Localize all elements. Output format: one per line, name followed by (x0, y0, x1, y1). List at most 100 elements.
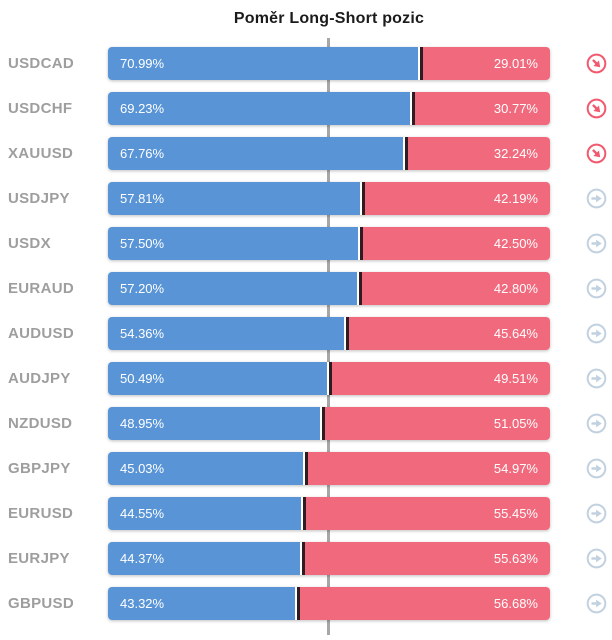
ratio-bar: 43.32% 56.68% (108, 587, 550, 620)
long-bar-segment: 48.95% (108, 407, 325, 440)
short-pct-label: 32.24% (493, 146, 538, 161)
trend-right-icon (586, 503, 607, 524)
long-pct-label: 57.81% (120, 191, 165, 206)
short-pct-label: 49.51% (493, 371, 538, 386)
long-bar-segment: 67.76% (108, 137, 408, 170)
short-bar-segment: 55.63% (304, 542, 550, 575)
short-pct-label: 51.05% (493, 416, 538, 431)
bar-divider-marker (417, 47, 423, 80)
short-pct-label: 42.19% (493, 191, 538, 206)
bar-divider-marker (359, 182, 365, 215)
long-bar-segment: 45.03% (108, 452, 308, 485)
long-bar-segment: 69.23% (108, 92, 414, 125)
symbol-label: AUDUSD (8, 325, 74, 342)
chart-title: Poměr Long-Short pozic (233, 10, 425, 27)
sentiment-row: EURUSD 44.55% 55.45% (0, 497, 612, 530)
symbol-label: XAUUSD (8, 145, 74, 162)
short-bar-segment: 42.19% (363, 182, 550, 215)
trend-down-right-icon (586, 98, 607, 119)
ratio-bar: 67.76% 32.24% (108, 137, 550, 170)
long-pct-label: 50.49% (120, 371, 165, 386)
symbol-label: EURJPY (8, 550, 70, 567)
short-pct-label: 42.80% (493, 281, 538, 296)
symbol-label: USDCAD (8, 55, 74, 72)
long-bar-segment: 57.20% (108, 272, 361, 305)
short-bar-segment: 54.97% (307, 452, 550, 485)
long-pct-label: 43.32% (120, 596, 165, 611)
short-bar-segment: 49.51% (331, 362, 550, 395)
symbol-label: NZDUSD (8, 415, 73, 432)
ratio-bar: 48.95% 51.05% (108, 407, 550, 440)
ratio-bar: 69.23% 30.77% (108, 92, 550, 125)
trend-indicator (586, 98, 607, 119)
symbol-label: AUDJPY (8, 370, 71, 387)
ratio-bar: 44.55% 55.45% (108, 497, 550, 530)
long-pct-label: 69.23% (120, 101, 165, 116)
long-bar-segment: 43.32% (108, 587, 300, 620)
ratio-bar: 50.49% 49.51% (108, 362, 550, 395)
short-pct-label: 29.01% (493, 56, 538, 71)
long-pct-label: 45.03% (120, 461, 165, 476)
short-bar-segment: 55.45% (304, 497, 550, 530)
long-pct-label: 54.36% (120, 326, 165, 341)
trend-indicator (586, 323, 607, 344)
sentiment-row: XAUUSD 67.76% 32.24% (0, 137, 612, 170)
trend-indicator (586, 368, 607, 389)
short-bar-segment: 30.77% (413, 92, 550, 125)
sentiment-row: USDX 57.50% 42.50% (0, 227, 612, 260)
sentiment-row: NZDUSD 48.95% 51.05% (0, 407, 612, 440)
ratio-bar: 54.36% 45.64% (108, 317, 550, 350)
bar-divider-marker (303, 452, 309, 485)
sentiment-row: AUDUSD 54.36% 45.64% (0, 317, 612, 350)
sentiment-row: USDJPY 57.81% 42.19% (0, 182, 612, 215)
trend-right-icon (586, 233, 607, 254)
ratio-bar: 57.50% 42.50% (108, 227, 550, 260)
trend-right-icon (586, 278, 607, 299)
bar-divider-marker (403, 137, 409, 170)
short-pct-label: 55.45% (493, 506, 538, 521)
trend-indicator (586, 53, 607, 74)
symbol-label: EURAUD (8, 280, 74, 297)
short-bar-segment: 45.64% (348, 317, 550, 350)
sentiment-row: GBPUSD 43.32% 56.68% (0, 587, 612, 620)
trend-down-right-icon (586, 143, 607, 164)
short-bar-segment: 29.01% (421, 47, 550, 80)
symbol-label: EURUSD (8, 505, 74, 522)
long-pct-label: 44.55% (120, 506, 165, 521)
long-pct-label: 70.99% (120, 56, 165, 71)
short-bar-segment: 32.24% (407, 137, 550, 170)
long-pct-label: 67.76% (120, 146, 165, 161)
symbol-label: USDCHF (8, 100, 73, 117)
sentiment-row: USDCAD 70.99% 29.01% (0, 47, 612, 80)
trend-indicator (586, 143, 607, 164)
long-pct-label: 48.95% (120, 416, 165, 431)
symbol-label: USDX (8, 235, 51, 252)
sentiment-row: GBPJPY 45.03% 54.97% (0, 452, 612, 485)
trend-right-icon (586, 323, 607, 344)
bar-divider-marker (320, 407, 326, 440)
short-bar-segment: 42.80% (360, 272, 550, 305)
short-pct-label: 42.50% (493, 236, 538, 251)
trend-right-icon (586, 413, 607, 434)
short-pct-label: 45.64% (493, 326, 538, 341)
long-pct-label: 57.50% (120, 236, 165, 251)
trend-right-icon (586, 458, 607, 479)
ratio-bar: 57.20% 42.80% (108, 272, 550, 305)
bar-divider-marker (358, 227, 364, 260)
short-bar-segment: 51.05% (324, 407, 550, 440)
trend-right-icon (586, 593, 607, 614)
bar-divider-marker (295, 587, 301, 620)
short-pct-label: 56.68% (493, 596, 538, 611)
ratio-bar: 45.03% 54.97% (108, 452, 550, 485)
bar-divider-marker (409, 92, 415, 125)
long-bar-segment: 57.81% (108, 182, 364, 215)
bar-divider-marker (300, 542, 306, 575)
trend-indicator (586, 413, 607, 434)
short-bar-segment: 42.50% (362, 227, 550, 260)
long-pct-label: 57.20% (120, 281, 165, 296)
trend-right-icon (586, 548, 607, 569)
sentiment-row: EURJPY 44.37% 55.63% (0, 542, 612, 575)
long-bar-segment: 44.37% (108, 542, 305, 575)
trend-indicator (586, 278, 607, 299)
symbol-label: GBPJPY (8, 460, 71, 477)
